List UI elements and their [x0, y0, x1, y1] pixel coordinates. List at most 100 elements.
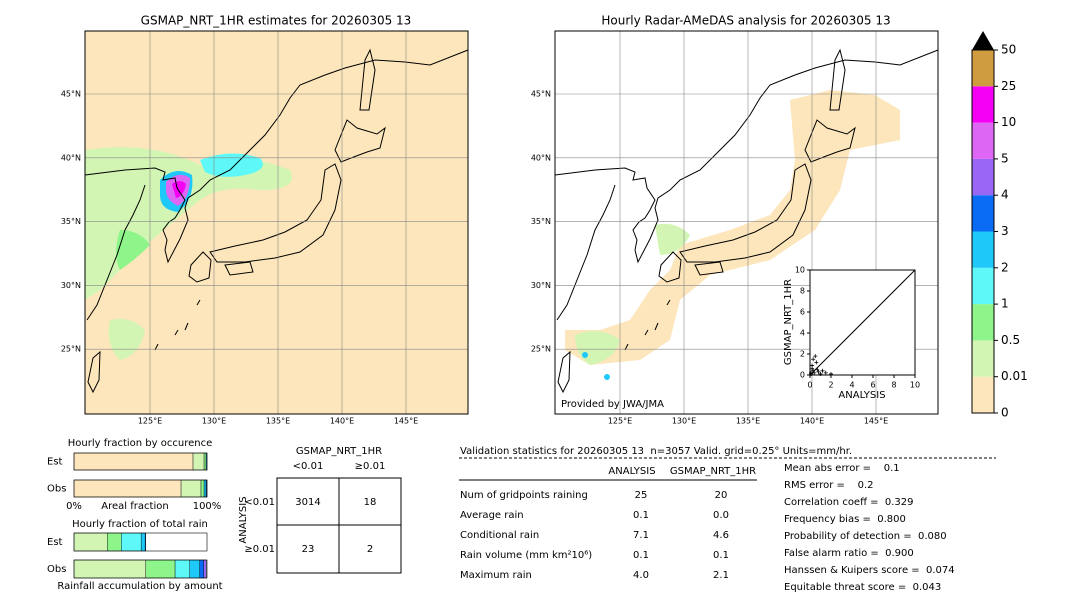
rain-area: [108, 318, 145, 360]
colorbar-segment: [972, 340, 994, 377]
bar-segment: [121, 532, 142, 552]
bar-segment: [192, 452, 205, 471]
bar-segment: [174, 559, 190, 579]
colorbar-label: 0.01: [1001, 369, 1028, 383]
cell: 3014: [295, 497, 320, 508]
right-map: Hourly Radar-AMeDAS analysis for 2026030…: [554, 14, 939, 415]
colorbar-label: 1: [1001, 297, 1009, 311]
bar-segment: [73, 559, 147, 579]
map-frame: [84, 30, 469, 415]
row-label: Maximum rain: [460, 570, 532, 581]
rain-area: [565, 90, 900, 365]
score: False alarm ratio = 0.900: [784, 548, 914, 559]
row-label: Average rain: [460, 510, 524, 521]
y-tick-label: 10: [795, 266, 805, 275]
chart-title: Hourly fraction of total rain: [72, 519, 208, 530]
lon-label: 125°E: [138, 417, 162, 426]
x-tick-label: 8: [891, 381, 896, 390]
colorbar-label: 2: [1001, 260, 1009, 274]
lon-label: 140°E: [330, 417, 354, 426]
lat-label: 35°N: [61, 217, 81, 226]
x-axis-label: ANALYSIS: [838, 390, 885, 401]
bar-segment: [144, 532, 147, 552]
y-tick-label: 6: [800, 308, 805, 317]
colorbar-segment: [972, 267, 994, 305]
row-label: Rain volume (mm km²10⁶): [460, 550, 592, 561]
bar-frame: [73, 559, 208, 579]
bar-frame: [73, 452, 208, 471]
map-title: Hourly Radar-AMeDAS analysis for 2026030…: [601, 14, 890, 28]
lat-label: 40°N: [61, 153, 81, 162]
score: Equitable threat score = 0.043: [784, 582, 941, 593]
point: [815, 367, 820, 372]
colorbar-segment: [972, 304, 994, 341]
bar-segment: [200, 479, 205, 498]
column-label: ≥0.01: [355, 461, 386, 472]
lon-label: 135°E: [736, 417, 760, 426]
colorbar-segment: [972, 376, 994, 413]
value: 0.1: [713, 550, 729, 561]
chart-title: Hourly fraction by occurence: [68, 438, 212, 449]
bar-segment: [180, 479, 202, 498]
bar-segment: [203, 559, 207, 579]
value: 0.1: [633, 550, 649, 561]
point: [829, 371, 833, 376]
lat-label: 25°N: [61, 345, 81, 354]
lon-label: 145°E: [864, 417, 888, 426]
rain-area: [655, 223, 690, 255]
point: [812, 370, 817, 375]
category-label: Est: [47, 457, 63, 468]
rain-area: [604, 374, 610, 380]
point: [813, 354, 818, 359]
row-label: Num of gridpoints raining: [460, 490, 588, 501]
cell: 23: [302, 544, 315, 555]
x-tick-label: 10: [910, 381, 920, 390]
score: Correlation coeff = 0.329: [784, 497, 914, 508]
row-label: ≥0.01: [244, 544, 275, 555]
point: [823, 370, 828, 375]
left-map: GSMAP_NRT_1HR estimates for 20260305 13: [84, 14, 469, 415]
colorbar-label: 3: [1001, 224, 1009, 238]
rain-area: [172, 181, 186, 198]
value: 25: [635, 490, 648, 501]
value: 2.1: [713, 570, 729, 581]
lon-label: 125°E: [608, 417, 632, 426]
column-header: GSMAP_NRT_1HR: [670, 466, 756, 477]
colorbar-segment: [972, 231, 994, 268]
bar-frame: [73, 532, 208, 552]
x-tick-label: 4: [849, 381, 854, 390]
bar-segment: [73, 532, 108, 552]
row-label: <0.01: [244, 497, 275, 508]
lat-label: 40°N: [531, 153, 551, 162]
x-tick-label: 6: [870, 381, 875, 390]
lon-label: 140°E: [800, 417, 824, 426]
map-frame: [554, 30, 939, 415]
point: [810, 363, 815, 368]
colorbar-segment: [972, 122, 994, 159]
lon-label: 130°E: [672, 417, 696, 426]
x-tick-label: 2: [828, 381, 833, 390]
lon-label: 135°E: [266, 417, 290, 426]
score: Frequency bias = 0.800: [784, 514, 906, 525]
lat-label: 45°N: [531, 90, 551, 99]
colorbar-label: 50: [1001, 43, 1016, 57]
row-title: ANALYSIS: [238, 496, 249, 543]
colorbar-segment: [972, 50, 994, 87]
score: Mean abs error = 0.1: [784, 463, 900, 474]
lat-label: 35°N: [531, 217, 551, 226]
row-label: Conditional rain: [460, 530, 539, 541]
credit: Provided by JWA/JMA: [561, 399, 664, 410]
bar-segment: [73, 452, 194, 471]
rain-area: [85, 147, 292, 300]
y-axis-label: GSMAP_NRT_1HR: [783, 279, 794, 365]
colorbar-label: 25: [1001, 79, 1016, 93]
x-tick-label: 0: [807, 381, 812, 390]
y-tick-label: 2: [800, 350, 805, 359]
score: RMS error = 0.2: [784, 480, 874, 491]
bar-segment: [203, 479, 207, 498]
colorbar-label: 5: [1001, 151, 1009, 165]
score: Probability of detection = 0.080: [784, 531, 947, 542]
bar-segment: [140, 532, 146, 552]
cell: 18: [364, 497, 377, 508]
bar-segment: [73, 479, 182, 498]
